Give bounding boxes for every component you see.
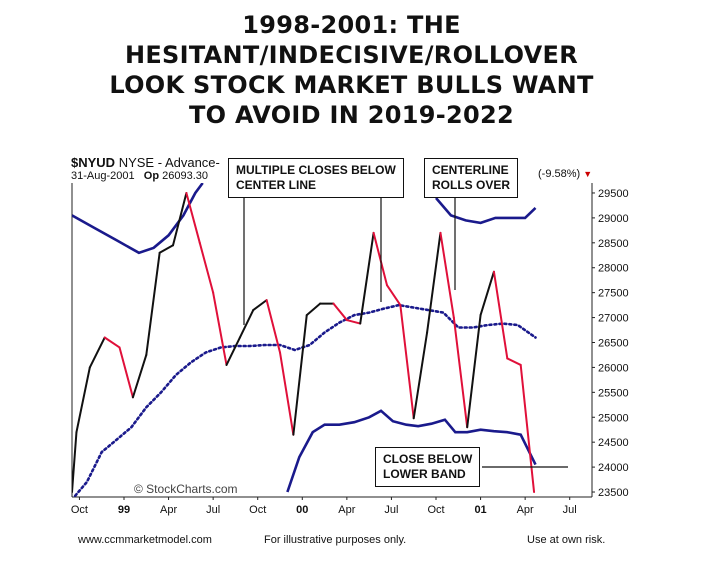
chart-symbol-header: $NYUD NYSE - Advance- xyxy=(71,155,220,170)
change-value: (-9.58%) xyxy=(538,168,581,180)
chart-axes xyxy=(71,183,595,500)
callout-close-below: CLOSE BELOW LOWER BAND xyxy=(375,447,481,487)
price-segment-down xyxy=(265,299,281,354)
price-segment-up xyxy=(158,244,175,254)
annotation-leaders xyxy=(243,196,568,468)
chart-date-header: 31-Aug-2001 Op 26093.30 xyxy=(71,170,208,182)
y-tick-label: 24000 xyxy=(598,462,629,474)
price-segment-down xyxy=(385,284,402,307)
price-segment-up xyxy=(238,309,255,339)
x-tick-label: 00 xyxy=(296,504,308,516)
callout-close-below-line-2: LOWER BAND xyxy=(383,467,466,481)
callout-centerline: CENTERLINE ROLLS OVER xyxy=(424,158,519,198)
price-segment-down xyxy=(279,351,295,436)
price-segment-down xyxy=(345,319,362,325)
y-tick-label: 27500 xyxy=(598,288,629,300)
price-segment-up xyxy=(172,191,188,247)
symbol: $NYUD xyxy=(71,155,116,170)
down-arrow-icon: ▼ xyxy=(583,169,593,179)
callout-multiple-closes-line-2: CENTER LINE xyxy=(236,178,317,192)
y-tick-label: 29500 xyxy=(598,188,629,200)
price-segment-up xyxy=(466,314,482,429)
price-segment-down xyxy=(103,336,121,349)
op-label: Op xyxy=(143,170,160,182)
price-segment-down xyxy=(519,363,536,494)
change-readout: (-9.58%) ▼ xyxy=(538,168,592,180)
price-segment-down xyxy=(212,291,228,366)
price-segment-down xyxy=(198,241,215,294)
price-segment-down xyxy=(372,231,388,287)
op-value: 26093.30 xyxy=(162,170,209,182)
price-segment-down xyxy=(399,304,415,420)
x-tick-label: Oct xyxy=(71,504,88,516)
price-segment-up xyxy=(131,353,148,399)
price-segment-down xyxy=(185,191,201,244)
footer-disclaimer: For illustrative purposes only. xyxy=(264,534,407,546)
x-tick-label: Apr xyxy=(160,504,177,516)
footer-website: www.ccmmarketmodel.com xyxy=(78,534,212,546)
price-segment-down xyxy=(332,302,348,322)
y-tick-label: 23500 xyxy=(598,487,629,499)
plot-area xyxy=(72,183,537,497)
upper-band-line xyxy=(435,197,537,225)
y-tick-label: 27000 xyxy=(598,313,629,325)
price-segment-up xyxy=(292,314,308,436)
chart-date: 31-Aug-2001 xyxy=(71,170,135,182)
y-tick-label: 26500 xyxy=(598,337,629,349)
x-tick-label: Apr xyxy=(338,504,355,516)
x-tick-label: 01 xyxy=(474,504,486,516)
y-tick-label: 28500 xyxy=(598,238,629,250)
price-segment-up xyxy=(145,251,161,356)
tick-labels: 23500 24000 24500 25000 25500 26000 26500 27000… xyxy=(71,188,629,516)
y-tick-label: 28000 xyxy=(598,263,629,275)
lower-band-line xyxy=(286,409,537,493)
price-segment-up xyxy=(252,299,268,312)
x-tick-label: Jul xyxy=(384,504,398,516)
y-tick-label: 24500 xyxy=(598,437,629,449)
price-segment-up xyxy=(75,366,91,434)
title-line-2: HESITANT/INDECISIVE/ROLLOVER xyxy=(124,41,579,69)
callout-close-below-line-1: CLOSE BELOW xyxy=(383,452,473,466)
price-segment-up xyxy=(426,231,442,334)
price-segment-up xyxy=(225,336,241,366)
x-tick-label: Oct xyxy=(427,504,444,516)
callout-multiple-closes-line-1: MULTIPLE CLOSES BELOW xyxy=(236,163,396,177)
price-segment-down xyxy=(506,357,522,366)
callout-multiple-closes: MULTIPLE CLOSES BELOW CENTER LINE xyxy=(228,158,404,198)
callout-centerline-line-1: CENTERLINE xyxy=(432,163,509,177)
price-segment-up xyxy=(72,431,78,494)
chart-title: 1998-2001: THE HESITANT/INDECISIVE/ROLLO… xyxy=(0,10,703,130)
price-segment-down xyxy=(452,316,469,429)
price-segment-up xyxy=(88,336,106,369)
price-segment-down xyxy=(439,231,455,319)
x-tick-label: Jul xyxy=(563,504,577,516)
title-line-4: TO AVOID IN 2019-2022 xyxy=(188,101,515,129)
title-line-1: 1998-2001: THE xyxy=(242,11,461,39)
symbol-desc: NYSE - Advance- xyxy=(118,155,220,170)
price-segment-up xyxy=(359,231,375,325)
stockcharts-watermark: © StockCharts.com xyxy=(134,482,238,496)
callout-centerline-line-2: ROLLS OVER xyxy=(432,178,511,192)
y-tick-label: 25000 xyxy=(598,412,629,424)
y-tick-label: 29000 xyxy=(598,213,629,225)
price-segment-down xyxy=(118,346,134,399)
price-segment-up xyxy=(479,270,495,317)
upper-band-line xyxy=(72,183,204,255)
price-segment-down xyxy=(492,270,509,360)
x-tick-label: Jul xyxy=(206,504,220,516)
price-segment-up xyxy=(305,302,322,317)
x-tick-label: Oct xyxy=(249,504,266,516)
price-segment-up xyxy=(412,331,429,420)
footer-risk: Use at own risk. xyxy=(527,534,606,546)
y-tick-label: 25500 xyxy=(598,387,629,399)
title-line-3: LOOK STOCK MARKET BULLS WANT xyxy=(109,71,594,99)
y-tick-label: 26000 xyxy=(598,362,629,374)
x-tick-label: Apr xyxy=(517,504,534,516)
x-tick-label: 99 xyxy=(118,504,130,516)
